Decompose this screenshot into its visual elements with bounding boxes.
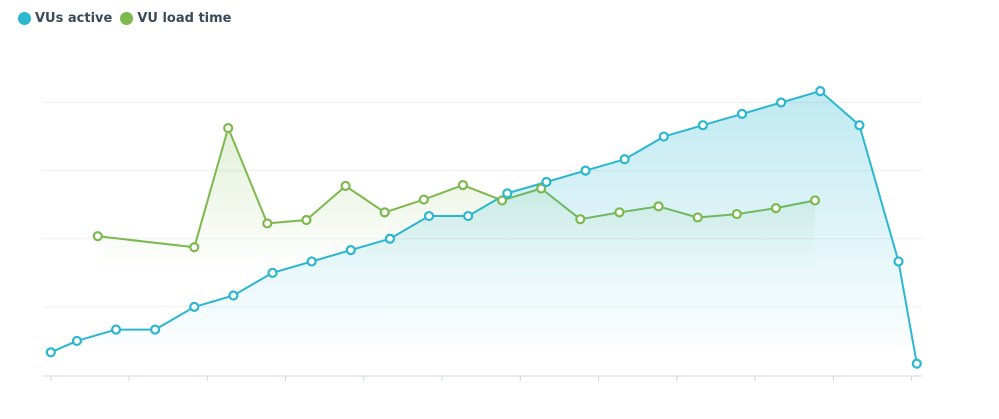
data-point-vu-load-time [457,180,469,191]
data-point-vus-active [423,210,435,222]
data-point-vu-load-time [692,212,703,223]
data-point-vus-active [345,245,356,256]
data-point-vu-load-time [301,214,312,226]
data-point-vus-active [697,120,709,131]
data-point-vu-load-time [379,207,390,218]
data-point-vu-load-time [614,207,625,218]
series-area-vus-active [50,91,917,364]
legend-label-vu-load-time: VU load time [137,11,232,26]
data-point-vu-load-time [262,218,273,229]
data-point-vus-active [815,86,826,97]
data-point-vus-active [463,210,474,222]
data-point-vu-load-time [575,214,586,225]
series-line-vus-active [50,90,918,364]
data-point-vus-active [658,131,669,142]
data-point-vus-active [911,358,922,369]
data-point-vus-active [776,97,787,108]
data-point-vu-load-time [770,202,782,214]
legend-item-vu-load-time[interactable]: VU load time [120,11,232,26]
data-point-vu-load-time [340,180,351,192]
data-point-vu-load-time [189,242,200,253]
data-point-vu-load-time [731,208,742,220]
legend-swatch-vu-load-time [120,12,134,25]
data-point-vus-active [45,347,56,358]
data-point-vus-active [306,256,317,267]
legend-label-vus-active: VUs active [35,11,113,26]
data-point-vus-active [150,324,161,335]
data-point-vu-load-time [223,122,234,134]
data-point-vus-active [228,290,239,301]
data-point-vus-active [619,154,630,165]
legend-swatch-vus-active [18,12,31,25]
data-point-vus-active [71,335,83,347]
legend-item-vus-active[interactable]: VUs active [18,11,112,26]
data-point-vus-active [267,267,278,278]
data-point-vu-load-time [809,195,821,206]
data-point-vus-active [541,176,552,188]
data-point-vus-active [189,301,200,312]
data-point-vu-load-time [418,194,429,205]
data-point-vu-load-time [92,231,103,242]
legend: VUs active VU load time [18,11,232,26]
data-point-vu-load-time [653,201,664,212]
data-point-vus-active [502,188,513,199]
data-point-vus-active [854,120,865,131]
data-point-vus-active [736,108,748,119]
data-point-vu-load-time [496,195,508,206]
data-point-vus-active [384,233,396,244]
data-point-vu-load-time [536,183,547,194]
data-point-vus-active [580,165,591,176]
data-point-vus-active [110,324,122,335]
data-point-vus-active [893,256,904,267]
